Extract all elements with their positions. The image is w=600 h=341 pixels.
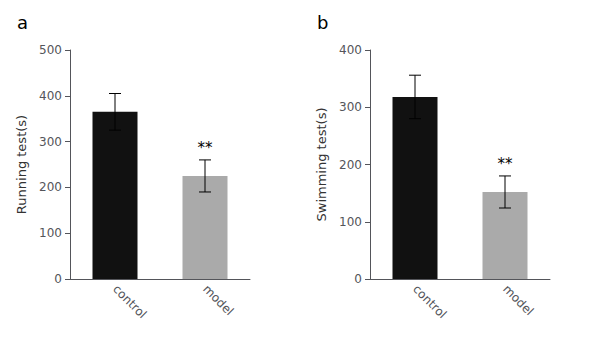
svg-text:300: 300 — [39, 135, 62, 149]
svg-text:0: 0 — [54, 272, 62, 286]
svg-text:model: model — [500, 282, 536, 318]
svg-text:300: 300 — [339, 100, 362, 114]
svg-text:**: ** — [198, 139, 214, 157]
svg-text:**: ** — [498, 155, 514, 173]
svg-text:200: 200 — [39, 180, 62, 194]
svg-text:Swimming test(s): Swimming test(s) — [314, 108, 329, 222]
svg-text:500: 500 — [39, 43, 62, 57]
svg-text:400: 400 — [39, 89, 62, 103]
svg-text:0: 0 — [354, 272, 362, 286]
svg-text:100: 100 — [39, 226, 62, 240]
svg-text:model: model — [200, 282, 236, 318]
svg-text:400: 400 — [339, 43, 362, 57]
svg-text:control: control — [410, 282, 449, 321]
svg-text:100: 100 — [339, 215, 362, 229]
svg-text:a: a — [17, 12, 28, 33]
svg-text:200: 200 — [339, 158, 362, 172]
svg-text:Running test(s): Running test(s) — [14, 115, 29, 214]
svg-text:control: control — [110, 282, 149, 321]
svg-text:b: b — [317, 12, 328, 33]
